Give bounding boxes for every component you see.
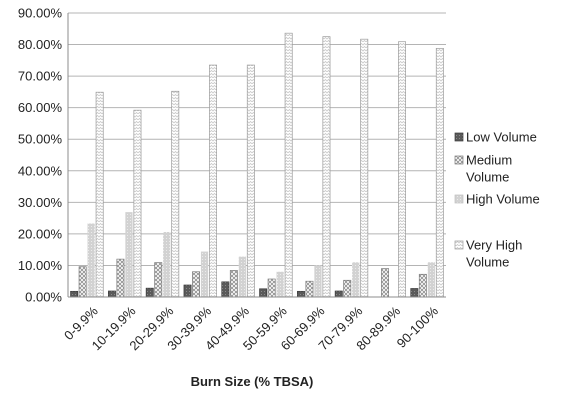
legend-swatch <box>454 240 464 250</box>
bar-medium-volume <box>343 279 352 298</box>
bar-very-high-volume <box>133 109 142 298</box>
bar-high-volume <box>427 262 435 297</box>
bar-medium-volume <box>418 273 427 298</box>
bar-very-high-volume <box>95 91 104 298</box>
x-axis-title: Burn Size (% TBSA) <box>191 374 314 389</box>
bar-medium-volume <box>267 278 276 298</box>
legend-label: Volume <box>466 255 509 270</box>
bar-low-volume <box>145 287 154 298</box>
y-tick-label: 60.00% <box>18 100 63 115</box>
y-tick-label: 90.00% <box>18 6 63 21</box>
x-axis-tick-labels: 0-9.9%10-19.9%20-29.9%30-39.9%40-49.9%50… <box>61 303 441 353</box>
x-tick-label: 90-100% <box>394 303 442 351</box>
legend-label: Low Volume <box>466 130 537 145</box>
bar-low-volume <box>297 290 305 298</box>
y-tick-label: 0.00% <box>25 290 62 305</box>
y-tick-label: 20.00% <box>18 226 63 241</box>
legend-swatch <box>454 132 464 142</box>
bar-very-high-volume <box>171 90 180 298</box>
bar-high-volume <box>352 262 360 297</box>
bar-medium-volume <box>381 268 390 298</box>
y-tick-label: 30.00% <box>18 195 63 210</box>
y-tick-label: 10.00% <box>18 258 63 273</box>
bar-high-volume <box>238 256 246 297</box>
bar-very-high-volume <box>284 32 293 298</box>
y-axis-tick-labels: 0.00% 10.00% 20.00% 30.00% 40.00% 50.00% 60.00… <box>18 6 63 305</box>
bar-high-volume <box>200 251 209 297</box>
legend-label: Medium <box>466 153 512 168</box>
legend: Low Volume Medium Volume High Volume Very Hi… <box>454 130 540 270</box>
bar-medium-volume <box>78 266 87 298</box>
bar-medium-volume <box>229 270 238 298</box>
bar-medium-volume <box>192 271 200 298</box>
bar-low-volume <box>334 290 343 298</box>
y-tick-label: 80.00% <box>18 37 63 52</box>
bar-medium-volume <box>116 258 125 298</box>
y-tick-label: 50.00% <box>18 132 63 147</box>
bar-low-volume <box>410 288 419 298</box>
bar-very-high-volume <box>360 38 369 298</box>
legend-swatch <box>454 194 464 204</box>
legend-label: Volume <box>466 170 509 185</box>
bars <box>70 32 444 298</box>
bar-high-volume <box>87 223 95 297</box>
y-tick-label: 40.00% <box>18 163 63 178</box>
gridlines <box>68 12 446 266</box>
bar-high-volume <box>125 212 133 297</box>
bar-high-volume <box>276 271 284 297</box>
legend-label: High Volume <box>466 192 540 207</box>
legend-label: Very High <box>466 238 522 253</box>
bar-very-high-volume <box>435 47 444 298</box>
bar-very-high-volume <box>246 64 255 298</box>
bar-low-volume <box>183 284 192 298</box>
bar-medium-volume <box>305 280 314 298</box>
bar-low-volume <box>221 281 230 298</box>
bar-very-high-volume <box>209 64 217 298</box>
axes <box>67 13 446 298</box>
bar-low-volume <box>259 288 268 298</box>
bar-low-volume <box>70 290 79 298</box>
bar-very-high-volume <box>322 36 331 298</box>
legend-swatch <box>454 155 464 165</box>
y-tick-label: 70.00% <box>18 69 63 84</box>
bar-very-high-volume <box>398 41 407 298</box>
bar-high-volume <box>163 231 171 297</box>
bar-medium-volume <box>154 262 163 298</box>
bar-low-volume <box>107 290 116 298</box>
bar-high-volume <box>314 265 322 297</box>
